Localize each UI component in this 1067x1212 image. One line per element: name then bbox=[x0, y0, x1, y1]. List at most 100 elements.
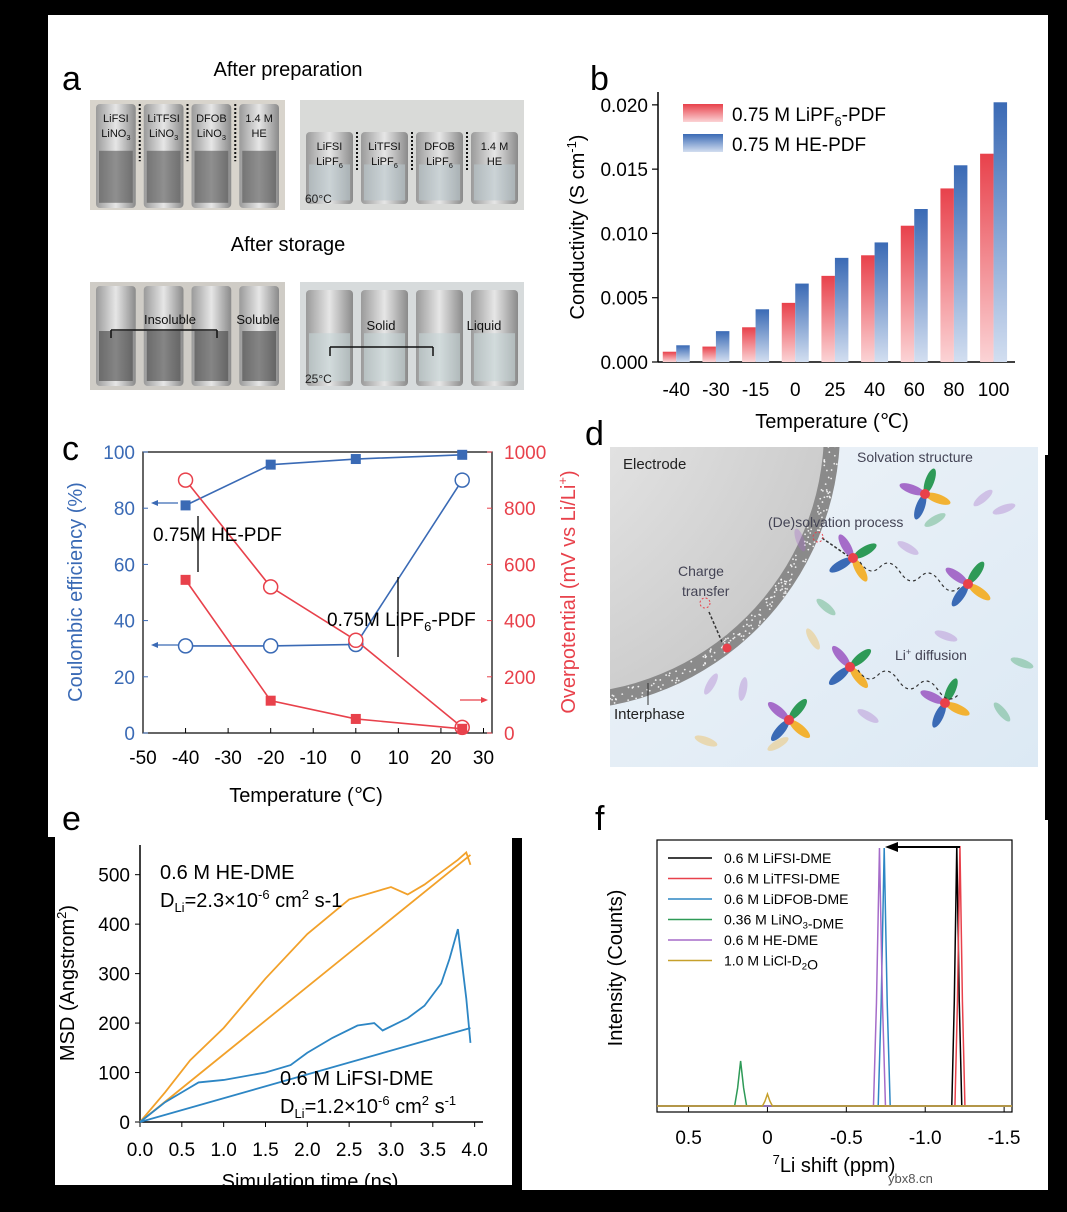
panel-b-conductivity-chart: 0.000 0.005 0.010 0.015 0.020 -40 -30 -15 0 25 40… bbox=[564, 92, 1015, 433]
c-annotation-he: 0.75M HE-PDF bbox=[153, 525, 282, 546]
free-solvent bbox=[794, 528, 806, 552]
e-series-1 bbox=[139, 854, 472, 1123]
solvent-molecule bbox=[850, 648, 872, 668]
solvent-molecule bbox=[944, 678, 958, 703]
c-point bbox=[262, 638, 279, 654]
e-xtick-label: 1.5 bbox=[252, 1140, 278, 1161]
solvent-molecule bbox=[852, 558, 868, 582]
legend-swatch-he bbox=[683, 134, 723, 152]
free-solvent bbox=[897, 541, 919, 555]
solvent-molecule bbox=[951, 584, 969, 607]
e-ytick-label: 400 bbox=[98, 915, 130, 936]
c-ytick-right-label: 800 bbox=[504, 499, 536, 520]
desolvation-label: (De)solvation process bbox=[768, 514, 903, 530]
c-ytick-left-label: 100 bbox=[103, 443, 135, 464]
b-ytick-label: 0.000 bbox=[600, 353, 648, 374]
solvent-molecule bbox=[849, 667, 869, 689]
c-ytick-right-label: 200 bbox=[504, 668, 536, 689]
c-point bbox=[180, 500, 191, 511]
c-xlabel: Temperature (℃) bbox=[229, 785, 383, 807]
vial-liquid bbox=[474, 164, 515, 201]
electrode-body bbox=[610, 447, 824, 690]
e-lifsi-d: DLi=1.2×10-6 cm2 s-1 bbox=[280, 1093, 456, 1121]
bar-he-60 bbox=[914, 209, 928, 362]
bar-he-80 bbox=[953, 165, 968, 362]
c-series-line-1 bbox=[185, 479, 463, 647]
free-solvent bbox=[993, 702, 1011, 722]
charge-transfer-label-1: Charge bbox=[678, 563, 724, 579]
solvent-molecule bbox=[828, 666, 850, 686]
vial-liquid bbox=[419, 164, 460, 201]
electrode-label: Electrode bbox=[623, 456, 686, 473]
solvation-structure-label: Solvation structure bbox=[857, 449, 973, 465]
bar-lipf6-80 bbox=[940, 188, 954, 362]
f-xlabel: 7Li shift (ppm) bbox=[773, 1152, 896, 1177]
bar-lipf6--30 bbox=[702, 346, 716, 362]
after-preparation-heading: After preparation bbox=[214, 59, 363, 81]
free-solvent bbox=[1010, 657, 1034, 669]
solvent-molecule bbox=[925, 492, 951, 505]
vial-label-line1: LiFSI bbox=[103, 113, 129, 125]
vial-liquid bbox=[99, 331, 133, 381]
vial-label-line2: LiNO3 bbox=[149, 128, 178, 142]
bar-lipf6-40 bbox=[861, 255, 875, 362]
b-xtick-label: -40 bbox=[663, 380, 690, 401]
f-xtick-label: 0 bbox=[762, 1128, 773, 1149]
e-series-2 bbox=[139, 928, 472, 1123]
bar-lipf6--40 bbox=[662, 351, 677, 362]
b-xtick-label: 100 bbox=[978, 380, 1010, 401]
c-point bbox=[265, 459, 276, 470]
vial-liquid bbox=[309, 333, 350, 382]
solvent-molecule bbox=[770, 720, 790, 742]
li-ion bbox=[940, 698, 950, 708]
f-legend-label: 1.0 M LiCl-D2O bbox=[724, 953, 818, 973]
e-xtick-label: 4.0 bbox=[461, 1140, 487, 1161]
f-ylabel: Intensity (Counts) bbox=[605, 890, 627, 1047]
c-xtick-label: -30 bbox=[214, 748, 241, 769]
c-xtick-label: 0 bbox=[351, 748, 362, 769]
c-xtick-label: -20 bbox=[257, 748, 284, 769]
vial-label-line2: HE bbox=[251, 128, 266, 140]
e-xtick-label: 2.5 bbox=[336, 1140, 362, 1161]
solvent-molecule bbox=[899, 483, 925, 496]
f-legend-label: 0.6 M LiFSI-DME bbox=[724, 850, 831, 866]
c-ytick-left-label: 0 bbox=[124, 724, 135, 745]
f-xtick-label: -0.5 bbox=[830, 1128, 863, 1149]
e-ytick-label: 500 bbox=[98, 866, 130, 887]
f-legend-label: 0.36 M LiNO3-DME bbox=[724, 912, 844, 932]
vial-label-line1: DFOB bbox=[196, 113, 227, 125]
bar-he-100 bbox=[993, 102, 1008, 363]
li-ion bbox=[848, 553, 858, 563]
bar-he-0 bbox=[795, 283, 809, 362]
b-ytick-label: 0.005 bbox=[600, 289, 648, 310]
after-storage-heading: After storage bbox=[231, 234, 346, 256]
e-ytick-label: 0 bbox=[119, 1113, 130, 1134]
panel-letter-b: b bbox=[590, 60, 609, 98]
c-series-line-0 bbox=[185, 454, 463, 507]
panel-a-photos: After preparation After storage LiFSI LiN… bbox=[90, 59, 524, 390]
vial-liquid bbox=[146, 331, 181, 381]
c-point bbox=[454, 472, 470, 488]
c-ytick-right-label: 0 bbox=[504, 724, 515, 745]
watermark: ybx8.cn bbox=[888, 1171, 933, 1186]
b-xtick-label: 40 bbox=[864, 380, 885, 401]
c-point bbox=[177, 638, 194, 654]
charge-transfer-label-2: transfer bbox=[682, 583, 730, 599]
vial-label-line2: LiPF6 bbox=[426, 156, 453, 170]
vial-label-line2: LiNO3 bbox=[197, 128, 226, 142]
vial-label-line1: DFOB bbox=[424, 141, 455, 153]
c-xtick-label: 30 bbox=[473, 748, 494, 769]
li-ion bbox=[845, 662, 855, 672]
vial-label-line1: LiTFSI bbox=[147, 113, 179, 125]
c-ytick-left-label: 20 bbox=[114, 668, 135, 689]
c-xtick-label: -40 bbox=[172, 748, 199, 769]
solvent-molecule bbox=[838, 534, 854, 558]
interphase-label: Interphase bbox=[614, 706, 685, 723]
c-point bbox=[262, 579, 279, 595]
vial-liquid bbox=[309, 164, 350, 201]
b-xtick-label: -15 bbox=[742, 380, 769, 401]
bar-he-40 bbox=[874, 242, 889, 362]
bar-lipf6-25 bbox=[821, 275, 835, 362]
c-point bbox=[350, 713, 361, 724]
e-xtick-label: 1.0 bbox=[210, 1140, 236, 1161]
